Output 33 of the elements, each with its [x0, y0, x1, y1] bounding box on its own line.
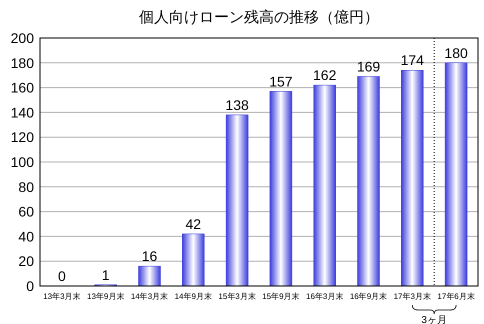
data-label: 0	[58, 268, 66, 284]
x-tick-label: 13年9月末	[87, 292, 124, 301]
x-tick-label: 16年3月末	[306, 292, 344, 301]
y-tick-label: 200	[10, 30, 34, 46]
y-tick-label: 20	[18, 253, 34, 270]
data-label: 138	[225, 96, 249, 113]
data-label: 157	[269, 73, 293, 90]
text: 3ヶ月	[421, 315, 447, 324]
y-tick-label: 120	[10, 129, 34, 146]
y-tick-label: 160	[10, 80, 34, 96]
chart-title: 個人向けローン残高の推移（億円）	[139, 9, 379, 26]
x-tick-label: 14年3月末	[130, 292, 168, 301]
x-tick-label: 13年3月末	[43, 292, 81, 301]
data-label: 16	[142, 248, 158, 264]
data-label: 42	[186, 216, 202, 232]
y-tick-label: 60	[18, 204, 34, 220]
y-tick-label: 0	[26, 278, 34, 294]
data-label: 162	[313, 67, 337, 84]
data-label: 169	[356, 58, 380, 74]
data-label: 1	[102, 266, 110, 283]
y-tick-label: 100	[10, 154, 34, 170]
y-tick-label: 140	[10, 104, 34, 120]
y-tick-label: 40	[18, 228, 34, 244]
x-tick-label: 17年3月末	[394, 292, 431, 301]
data-label: 180	[444, 44, 468, 61]
x-tick-label: 14年9月末	[174, 292, 212, 301]
x-tick-label: 15年9月末	[262, 292, 300, 301]
y-tick-label: 80	[18, 178, 34, 195]
y-tick-label: 180	[10, 54, 34, 71]
x-tick-label: 16年9月末	[350, 292, 388, 301]
data-label: 174	[400, 52, 424, 68]
x-tick-label: 15年3月末	[218, 292, 256, 301]
x-tick-label: 17年6月末	[437, 292, 475, 301]
